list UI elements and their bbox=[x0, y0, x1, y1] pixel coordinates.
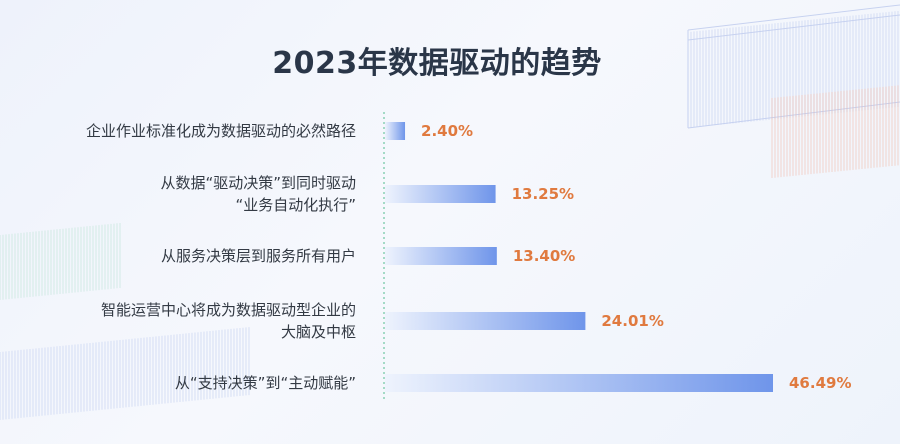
category-label-4-line-2: 大脑及中枢 bbox=[281, 323, 356, 341]
value-label-4: 24.01% bbox=[601, 312, 663, 330]
category-label-5: 从“支持决策”到“主动赋能” bbox=[175, 374, 356, 392]
category-label-2-line-2: “业务自动化执行” bbox=[235, 196, 356, 214]
bar-4 bbox=[385, 312, 586, 330]
bar-2 bbox=[385, 185, 496, 203]
value-label-2: 13.25% bbox=[512, 185, 574, 203]
value-label-5: 46.49% bbox=[789, 374, 851, 392]
chart-title: 2023年数据驱动的趋势 bbox=[272, 46, 602, 81]
bar-3 bbox=[385, 247, 497, 265]
category-label-2-line-1: 从数据“驱动决策”到同时驱动 bbox=[160, 174, 356, 192]
value-label-1: 2.40% bbox=[421, 122, 473, 140]
value-label-3: 13.40% bbox=[513, 247, 575, 265]
bar-5 bbox=[385, 374, 773, 392]
category-label-1: 企业作业标准化成为数据驱动的必然路径 bbox=[86, 122, 356, 140]
category-label-4-line-1: 智能运营中心将成为数据驱动型企业的 bbox=[101, 301, 356, 319]
bar-1 bbox=[385, 122, 406, 140]
category-label-3: 从服务决策层到服务所有用户 bbox=[161, 247, 356, 265]
